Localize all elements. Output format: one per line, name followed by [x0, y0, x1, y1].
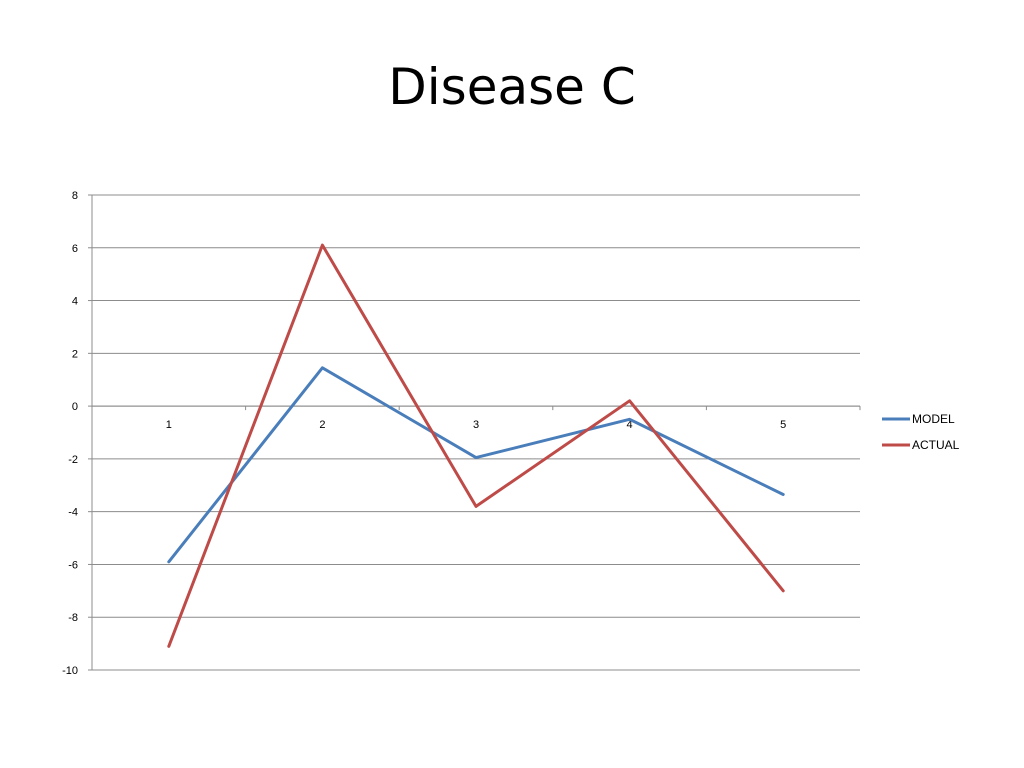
y-tick-label: 2: [72, 348, 78, 360]
x-tick-label: 2: [319, 419, 325, 431]
x-tick-label: 3: [473, 419, 479, 431]
y-tick-label: 4: [72, 296, 78, 308]
legend-label-actual: ACTUAL: [912, 438, 960, 452]
y-tick-label: -10: [62, 665, 78, 677]
y-tick-label: 6: [72, 243, 78, 255]
y-tick-label: -8: [68, 612, 78, 624]
series-line-model: [167, 366, 785, 564]
x-tick-label: 1: [166, 419, 172, 431]
y-tick-label: 0: [72, 401, 78, 413]
axes: 8 6 4 2 0 -2 -4 -6 -8 -10 1 2 3 4 5: [62, 190, 861, 677]
y-tick-label: -4: [68, 507, 78, 519]
legend-label-model: MODEL: [912, 412, 955, 426]
y-tick-label: -6: [68, 559, 78, 571]
y-tick-label: 8: [72, 190, 78, 202]
x-tick-label: 5: [780, 419, 786, 431]
slide-title: Disease C: [388, 58, 636, 116]
series-line-actual: [167, 243, 785, 648]
gridlines: [92, 194, 860, 671]
x-tick-label: 4: [627, 419, 633, 431]
legend: MODEL ACTUAL: [882, 412, 960, 452]
series-lines: [167, 243, 785, 648]
y-tick-label: -2: [68, 454, 78, 466]
